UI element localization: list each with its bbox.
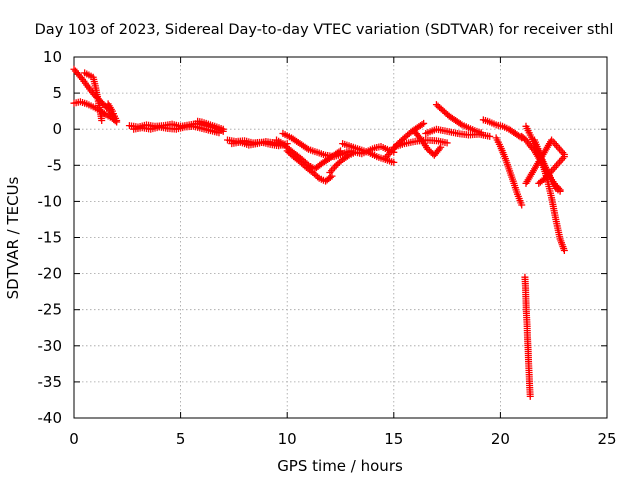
data-point — [560, 246, 568, 254]
series-arc-06 — [130, 122, 223, 137]
data-point — [477, 129, 485, 137]
x-tick-label: 5 — [176, 430, 186, 448]
data-point — [526, 392, 534, 400]
data-point — [560, 150, 568, 158]
x-tick-label: 0 — [69, 430, 79, 448]
y-tick-label: -30 — [38, 337, 63, 355]
series-arc-03 — [81, 69, 106, 125]
y-tick-label: 0 — [52, 120, 62, 138]
data-point — [456, 120, 464, 128]
series-arc-20 — [479, 116, 526, 142]
y-tick-label: 5 — [52, 84, 62, 102]
data-point — [518, 201, 526, 209]
data-point — [113, 117, 121, 125]
data-point — [314, 173, 322, 181]
x-tick-label: 20 — [491, 430, 510, 448]
series-arc-26 — [522, 136, 568, 187]
data-point — [343, 152, 351, 160]
y-tick-label: -40 — [38, 409, 63, 427]
data-point — [420, 119, 428, 127]
data-point — [556, 187, 564, 195]
plot-frame — [73, 56, 608, 419]
data-point — [390, 158, 398, 166]
series-arc-07 — [194, 117, 227, 133]
data-point — [437, 143, 445, 151]
x-tick-label: 25 — [597, 430, 616, 448]
ticks: 0 5 10 15 20 25 -40 -35 -30 -25 -20 -15 -10 -5 0 5 10 — [38, 48, 617, 448]
y-tick-label: -35 — [38, 373, 63, 391]
series-arc-04 — [104, 100, 121, 125]
x-axis-title: GPS time / hours — [277, 457, 403, 475]
y-tick-label: -25 — [38, 301, 63, 319]
data-point — [435, 145, 443, 153]
grid — [74, 57, 607, 418]
data-point — [486, 132, 494, 140]
data-point — [219, 125, 227, 133]
series-arc-27 — [521, 273, 534, 400]
data-point — [443, 139, 451, 147]
y-tick-label: -15 — [38, 229, 63, 247]
y-tick-label: -10 — [38, 192, 63, 210]
data-point — [98, 117, 106, 125]
x-tick-label: 15 — [384, 430, 403, 448]
data-point — [540, 176, 548, 184]
series-arc-17 — [411, 128, 445, 159]
series-arc-21 — [492, 134, 526, 209]
series-arc-18 — [422, 125, 494, 140]
series-arc-12 — [283, 147, 336, 185]
y-tick-label: -20 — [38, 265, 63, 283]
series-arc-09 — [228, 137, 287, 149]
y-axis-title: SDTVAR / TECUs — [4, 176, 22, 299]
series-arc-11 — [279, 130, 355, 161]
data-points — [70, 65, 568, 400]
chart-title: Day 103 of 2023, Sidereal Day-to-day VTE… — [35, 22, 614, 38]
series-arc-19 — [432, 101, 485, 137]
x-tick-label: 10 — [278, 430, 297, 448]
y-tick-label: -5 — [47, 156, 62, 174]
y-tick-label: 10 — [43, 48, 62, 66]
series-arc-24 — [531, 136, 568, 254]
data-point — [418, 121, 426, 129]
